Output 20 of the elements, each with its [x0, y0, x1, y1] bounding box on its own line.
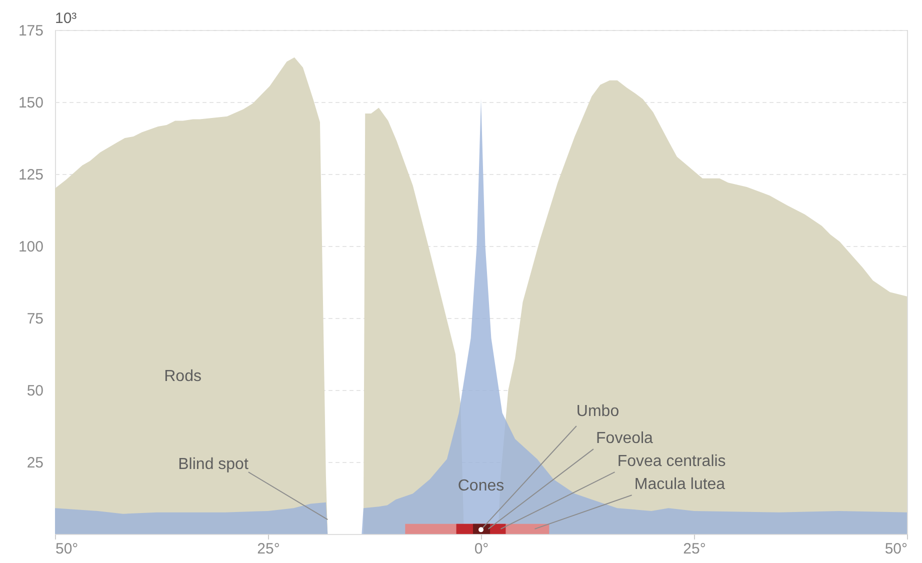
y-tick-label: 125 — [18, 166, 44, 184]
series-label: Rods — [164, 368, 202, 386]
annotation: Umbo — [576, 402, 620, 420]
y-tick-label: 75 — [26, 310, 44, 328]
y-tick-label: 50 — [26, 382, 44, 400]
y-tick-label: 25 — [26, 454, 44, 472]
y-axis-title: 10³ — [55, 10, 77, 27]
x-tick-label: 50° — [56, 540, 78, 558]
x-tick-label: 25° — [257, 540, 280, 558]
y-tick-label: 150 — [18, 94, 44, 112]
x-tick-label: 25° — [683, 540, 706, 558]
text: Macula lutea — [634, 476, 726, 494]
annotation: Blind spot — [178, 456, 249, 474]
series-label: Cones — [458, 478, 504, 495]
x-tick-label: 50° — [884, 540, 908, 558]
y-tick-label: 100 — [18, 238, 44, 256]
text: Fovea centralis — [617, 453, 726, 470]
x-tick-label: 0° — [474, 540, 489, 558]
y-tick-label: 175 — [18, 22, 44, 40]
text: Foveola — [596, 430, 654, 448]
